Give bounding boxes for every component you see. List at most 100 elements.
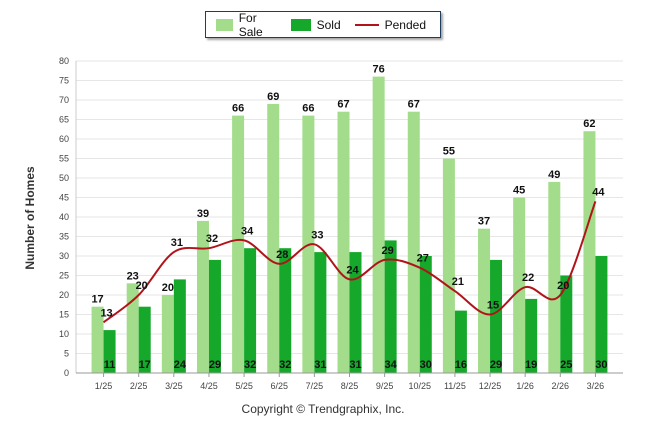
- bar-for-sale-3-26: [583, 131, 596, 373]
- y-tick-label: 60: [59, 134, 69, 144]
- label-pended-11-25: 21: [452, 276, 464, 288]
- legend-swatch-sold: [290, 18, 311, 31]
- label-pended-3-26: 44: [592, 186, 605, 198]
- y-tick-label: 65: [59, 115, 69, 125]
- label-for-sale-3-25: 20: [162, 282, 174, 294]
- bar-sold-4-25: [208, 259, 221, 373]
- x-tick-label-1-26: 1/26: [516, 381, 534, 391]
- label-for-sale-6-25: 69: [267, 91, 279, 103]
- label-pended-10-25: 27: [417, 253, 429, 265]
- label-sold-1-26: 19: [525, 359, 537, 371]
- label-pended-5-25: 34: [241, 225, 254, 237]
- bar-for-sale-5-25: [232, 115, 245, 373]
- x-tick-label-3-25: 3/25: [165, 381, 183, 391]
- label-sold-6-25: 32: [279, 359, 291, 371]
- label-sold-12-25: 29: [490, 359, 502, 371]
- label-sold-8-25: 31: [349, 359, 361, 371]
- y-tick-label: 45: [59, 193, 69, 203]
- label-pended-9-25: 29: [382, 245, 394, 257]
- bar-sold-2-26: [560, 275, 573, 373]
- label-sold-4-25: 29: [209, 359, 221, 371]
- bar-for-sale-9-25: [372, 76, 385, 373]
- label-for-sale-2-25: 23: [127, 270, 139, 282]
- bar-sold-1-26: [525, 298, 538, 373]
- x-axis: 1/25 2/25 3/25 4/25 5/25 6/25 7/25 8/25 9/25 10/2…: [76, 372, 623, 391]
- label-for-sale-7-25: 66: [302, 103, 314, 115]
- label-for-sale-10-25: 67: [408, 99, 420, 111]
- x-tick-label-3-26: 3/26: [587, 381, 605, 391]
- legend-swatch-pended: [354, 23, 379, 26]
- bar-sold-3-26: [595, 256, 608, 373]
- bar-sold-9-25: [384, 240, 397, 373]
- label-sold-3-26: 30: [595, 359, 607, 371]
- label-pended-12-25: 15: [487, 300, 499, 312]
- bar-for-sale-10-25: [407, 111, 420, 373]
- bar-sold-12-25: [490, 259, 503, 373]
- label-sold-9-25: 34: [385, 359, 398, 371]
- label-sold-7-25: 31: [314, 359, 326, 371]
- label-sold-10-25: 30: [420, 359, 432, 371]
- label-for-sale-1-25: 17: [91, 294, 103, 306]
- label-for-sale-5-25: 66: [232, 103, 244, 115]
- bar-for-sale-11-25: [442, 158, 455, 373]
- label-for-sale-4-25: 39: [197, 208, 209, 220]
- x-tick-label-2-26: 2/26: [552, 381, 570, 391]
- label-sold-3-25: 24: [174, 359, 187, 371]
- bar-for-sale-6-25: [267, 103, 280, 374]
- legend-item-for-sale[interactable]: For Sale: [216, 11, 277, 39]
- bar-for-sale-1-26: [513, 197, 526, 373]
- bar-for-sale-2-26: [548, 181, 561, 373]
- label-pended-1-25: 13: [100, 307, 112, 319]
- label-pended-2-25: 20: [136, 280, 148, 292]
- x-tick-label-8-25: 8/25: [341, 381, 359, 391]
- x-tick-label-5-25: 5/25: [235, 381, 253, 391]
- bar-for-sale-3-25: [161, 295, 174, 373]
- label-pended-8-25: 24: [346, 264, 359, 276]
- bar-sold-6-25: [279, 248, 292, 373]
- y-tick-label: 55: [59, 154, 69, 164]
- legend-label-sold: Sold: [316, 17, 341, 32]
- x-tick-label-1-25: 1/25: [95, 381, 113, 391]
- bar-sold-3-25: [173, 279, 186, 373]
- legend-item-sold[interactable]: Sold: [290, 17, 341, 32]
- x-tick-label-11-25: 11/25: [444, 381, 466, 391]
- label-pended-1-26: 22: [522, 272, 534, 284]
- bars: [91, 76, 608, 374]
- label-pended-2-26: 20: [557, 280, 569, 292]
- y-tick-label: 35: [59, 232, 69, 242]
- label-for-sale-3-26: 62: [583, 118, 595, 130]
- pended-line-layer: [102, 201, 597, 324]
- bar-for-sale-2-25: [126, 283, 139, 373]
- legend-swatch-for-sale: [216, 18, 233, 31]
- pended-line: [102, 201, 597, 324]
- bar-sold-1-25: [103, 330, 116, 373]
- legend: For Sale Sold Pended: [205, 11, 441, 39]
- y-tick-label: 40: [59, 212, 69, 222]
- x-tick-label-2-25: 2/25: [130, 381, 148, 391]
- x-tick-label-4-25: 4/25: [200, 381, 218, 391]
- copyright-footer: Copyright © Trendgraphix, Inc.: [241, 402, 405, 416]
- label-for-sale-1-26: 45: [513, 185, 525, 197]
- legend-label-for-sale: For Sale: [238, 10, 263, 39]
- x-tick-label-10-25: 10/25: [409, 381, 432, 391]
- x-tick-label-7-25: 7/25: [306, 381, 324, 391]
- y-tick-label: 30: [59, 251, 69, 261]
- label-pended-3-25: 31: [171, 237, 183, 249]
- bar-for-sale-12-25: [478, 228, 491, 373]
- label-for-sale-9-25: 76: [373, 64, 385, 76]
- label-sold-2-26: 25: [560, 359, 572, 371]
- y-tick-label: 25: [59, 271, 69, 281]
- x-tick-label-12-25: 12/25: [479, 381, 502, 391]
- bar-for-sale-1-25: [91, 306, 104, 373]
- label-for-sale-11-25: 55: [443, 146, 455, 158]
- bar-sold-10-25: [419, 256, 432, 373]
- label-sold-11-25: 16: [455, 359, 467, 371]
- legend-item-pended[interactable]: Pended: [354, 18, 426, 32]
- bar-sold-8-25: [349, 252, 362, 373]
- x-tick-label-9-25: 9/25: [376, 381, 394, 391]
- bar-sold-2-25: [138, 306, 151, 373]
- y-tick-label: 50: [59, 173, 69, 183]
- label-for-sale-12-25: 37: [478, 216, 490, 228]
- label-for-sale-2-26: 49: [548, 169, 560, 181]
- label-pended-6-25: 28: [276, 249, 288, 261]
